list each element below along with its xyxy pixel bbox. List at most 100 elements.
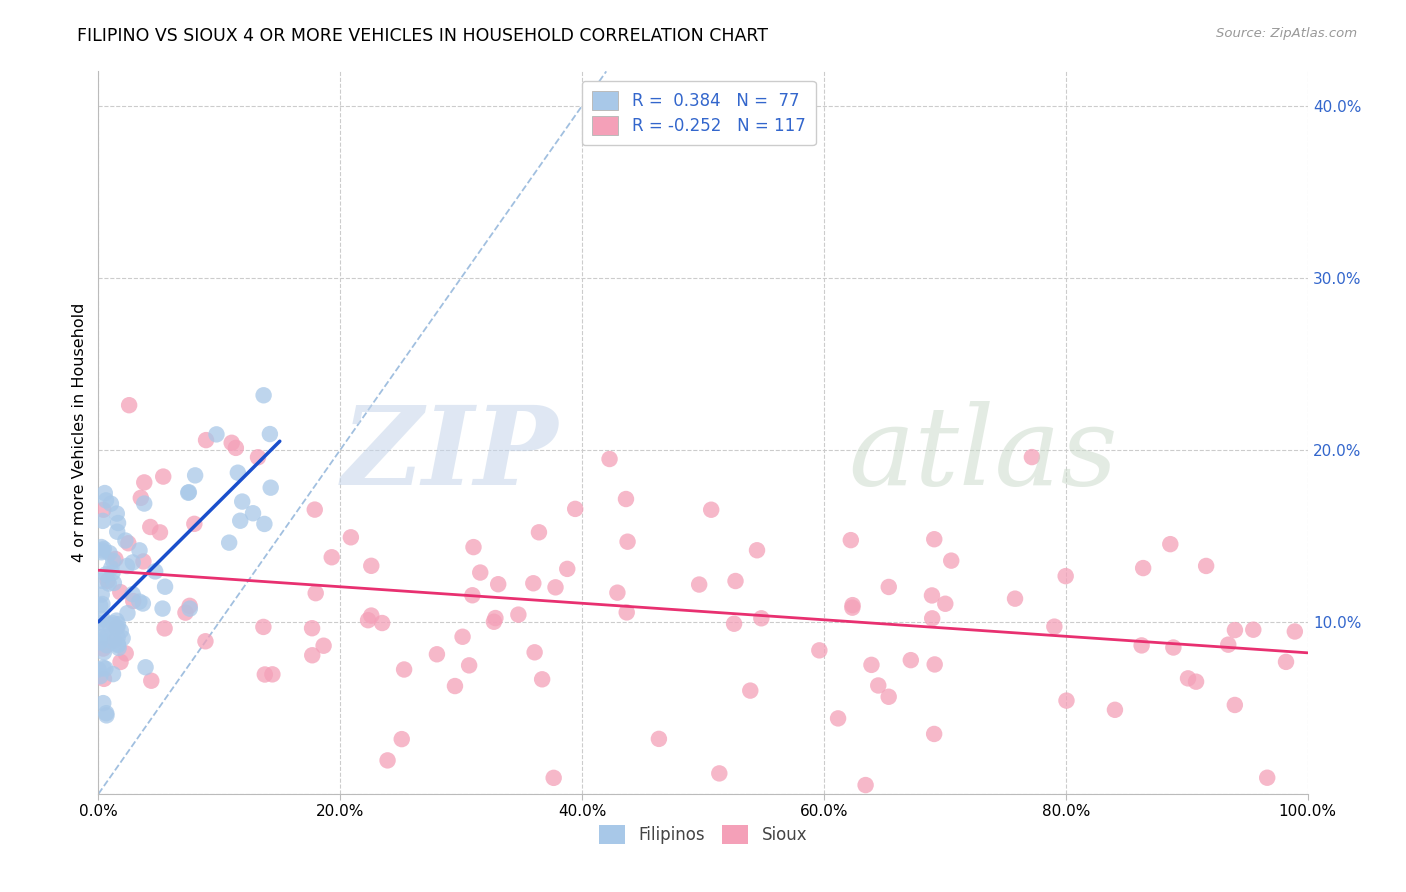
Point xyxy=(104,552,127,566)
Point xyxy=(360,558,382,573)
Point xyxy=(543,771,565,785)
Point xyxy=(1043,620,1066,634)
Point xyxy=(105,507,128,521)
Point xyxy=(132,597,155,611)
Point xyxy=(522,576,544,591)
Point xyxy=(1223,623,1246,637)
Point xyxy=(688,577,710,591)
Point xyxy=(259,427,281,442)
Point xyxy=(134,475,156,490)
Point xyxy=(98,546,121,560)
Point xyxy=(100,633,122,648)
Point xyxy=(1104,703,1126,717)
Point xyxy=(152,469,174,483)
Point xyxy=(934,597,956,611)
Point xyxy=(139,520,162,534)
Point xyxy=(301,648,323,663)
Point xyxy=(740,683,762,698)
Point xyxy=(96,706,118,721)
Point xyxy=(1284,624,1306,639)
Point xyxy=(484,611,506,625)
Point xyxy=(89,635,111,649)
Point xyxy=(1159,537,1181,551)
Point xyxy=(94,567,117,582)
Point xyxy=(115,559,138,574)
Point xyxy=(463,540,485,554)
Point xyxy=(94,662,117,676)
Point xyxy=(648,731,671,746)
Point xyxy=(194,634,217,648)
Point xyxy=(91,696,114,710)
Point xyxy=(839,533,862,548)
Point xyxy=(392,663,415,677)
Point xyxy=(1004,591,1026,606)
Point xyxy=(184,468,207,483)
Point xyxy=(107,638,129,652)
Point xyxy=(1056,693,1078,707)
Point xyxy=(153,621,176,635)
Point xyxy=(229,514,252,528)
Point xyxy=(91,574,114,588)
Point xyxy=(1021,450,1043,464)
Point xyxy=(98,617,121,632)
Point xyxy=(226,466,249,480)
Point xyxy=(723,616,745,631)
Point xyxy=(531,673,554,687)
Point xyxy=(195,433,218,447)
Point xyxy=(135,660,157,674)
Point xyxy=(451,630,474,644)
Point xyxy=(103,554,125,568)
Text: FILIPINO VS SIOUX 4 OR MORE VEHICLES IN HOUSEHOLD CORRELATION CHART: FILIPINO VS SIOUX 4 OR MORE VEHICLES IN … xyxy=(77,27,768,45)
Point xyxy=(107,631,129,645)
Point xyxy=(808,643,831,657)
Point xyxy=(128,594,150,608)
Point xyxy=(482,615,505,629)
Point xyxy=(177,485,200,500)
Point xyxy=(508,607,530,622)
Point xyxy=(132,554,155,568)
Point xyxy=(100,561,122,575)
Point xyxy=(121,587,143,601)
Text: ZIP: ZIP xyxy=(342,401,558,508)
Point xyxy=(96,708,118,723)
Point xyxy=(1241,623,1264,637)
Point xyxy=(94,486,117,500)
Point xyxy=(1177,671,1199,685)
Point xyxy=(616,606,638,620)
Point xyxy=(107,516,129,530)
Point xyxy=(377,753,399,767)
Point xyxy=(110,655,132,669)
Point xyxy=(93,645,115,659)
Point xyxy=(225,441,247,455)
Point xyxy=(941,554,963,568)
Point xyxy=(93,502,115,516)
Point xyxy=(922,727,945,741)
Point xyxy=(100,497,122,511)
Point xyxy=(152,601,174,615)
Text: atlas: atlas xyxy=(848,401,1118,508)
Point xyxy=(253,667,276,681)
Point xyxy=(544,580,567,594)
Point xyxy=(89,669,111,683)
Point xyxy=(149,525,172,540)
Point xyxy=(1275,655,1298,669)
Point xyxy=(444,679,467,693)
Point xyxy=(89,599,111,613)
Point xyxy=(606,585,628,599)
Point xyxy=(855,778,877,792)
Point xyxy=(260,481,283,495)
Point xyxy=(262,667,284,681)
Point xyxy=(121,555,143,569)
Point xyxy=(114,646,136,660)
Point xyxy=(91,641,114,656)
Point xyxy=(87,663,110,677)
Point xyxy=(1054,569,1077,583)
Point xyxy=(94,493,117,508)
Point xyxy=(458,658,481,673)
Point xyxy=(305,586,328,600)
Point xyxy=(101,667,124,681)
Point xyxy=(252,388,274,402)
Point xyxy=(101,616,124,631)
Point xyxy=(179,599,201,613)
Point xyxy=(174,606,197,620)
